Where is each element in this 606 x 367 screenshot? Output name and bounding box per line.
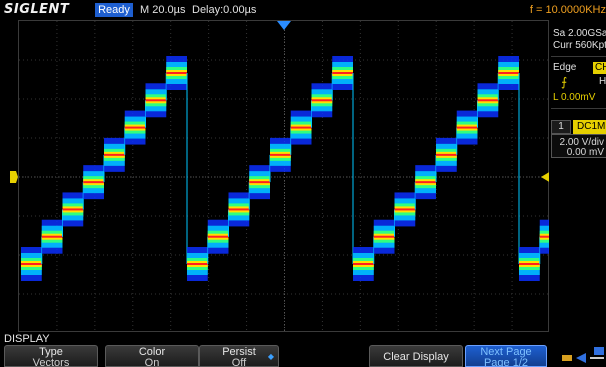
channel-scale: 2.00 V/div	[559, 137, 604, 148]
submenu-arrow-icon: ◆	[267, 352, 274, 361]
menu-title: DISPLAY	[4, 333, 50, 345]
waveform-display[interactable]	[18, 20, 550, 333]
frequency-counter: f = 10.0000KHz	[529, 4, 606, 16]
trace-step	[166, 72, 187, 74]
trace-step	[311, 99, 333, 102]
trace-step	[373, 235, 395, 238]
trace-step	[83, 181, 104, 184]
panel-divider	[551, 56, 606, 57]
sample-rate: Sa 2.00GSa/s	[553, 28, 606, 39]
acquisition-status: Ready	[95, 3, 133, 17]
channel-1-settings[interactable]: 2.00 V/div 0.00 mV	[551, 134, 606, 158]
trigger-level-marker[interactable]	[541, 170, 551, 183]
color-value: On	[144, 357, 160, 367]
usb-icon	[562, 355, 572, 361]
trace-step	[41, 235, 63, 238]
trace-step	[498, 72, 519, 74]
channel-coupling: DC1M	[573, 120, 606, 134]
trigger-level[interactable]: L 0.00mV	[553, 92, 596, 103]
trace-step	[270, 153, 291, 156]
trace-step	[456, 126, 478, 129]
trace-step	[249, 181, 270, 184]
trace-step	[290, 126, 312, 129]
trigger-source[interactable]: CH1	[593, 62, 606, 74]
trace-step	[332, 72, 353, 74]
color-label: Color	[138, 346, 166, 358]
clear-display-button[interactable]: Clear Display	[369, 345, 463, 367]
trace-step	[415, 181, 436, 184]
trace-step	[228, 208, 250, 211]
brand-logo: SIGLENT	[4, 2, 70, 17]
trace-step	[539, 235, 550, 238]
delay-readout[interactable]: Delay:0.00µs	[192, 4, 257, 16]
trigger-position-marker	[277, 21, 291, 30]
memory-depth: Curr 560Kpts	[553, 40, 606, 51]
type-button[interactable]: Type Vectors	[4, 345, 98, 367]
trigger-mode[interactable]: H	[599, 76, 606, 87]
trigger-level-icon	[541, 171, 551, 183]
trace-step	[104, 153, 125, 156]
panel-divider	[551, 108, 606, 109]
ground-marker-icon	[10, 171, 18, 183]
rising-edge-icon: ⨍	[561, 75, 568, 89]
next-page-button[interactable]: Next Page Page 1/2	[465, 345, 547, 367]
trace-step	[394, 208, 416, 211]
trace-step	[187, 263, 208, 265]
trace-step	[519, 263, 540, 265]
right-info-panel: Sa 2.00GSa/s Curr 560Kpts Edge CH1 ⨍ H L…	[549, 20, 606, 332]
trace-step	[145, 99, 167, 102]
trace-step	[353, 263, 374, 265]
channel-number: 1	[551, 120, 571, 134]
color-button[interactable]: Color On	[105, 345, 199, 367]
type-label: Type	[39, 346, 63, 358]
trace-step	[477, 99, 499, 102]
trace-step	[21, 263, 42, 265]
persist-value: Off	[231, 357, 247, 367]
clear-display-label: Clear Display	[383, 351, 449, 363]
timebase-readout[interactable]: M 20.0µs	[140, 4, 186, 16]
waveform-canvas	[19, 21, 550, 333]
persist-button[interactable]: Persist Off ◆	[199, 345, 279, 367]
trace-step	[207, 235, 229, 238]
channel-1-tag[interactable]: 1 DC1M	[551, 120, 606, 134]
trace-step	[436, 153, 457, 156]
top-status-bar: SIGLENT Ready M 20.0µs Delay:0.00µs f = …	[0, 0, 606, 20]
persist-label: Persist	[222, 346, 256, 358]
status-icons	[556, 345, 606, 367]
usb-network-icons	[562, 347, 604, 363]
trigger-type[interactable]: Edge	[553, 62, 577, 73]
channel-1-trace	[21, 56, 550, 281]
network-icon	[594, 347, 604, 355]
channel-ground-marker[interactable]	[10, 170, 18, 183]
channel-offset: 0.00 mV	[566, 147, 604, 158]
trace-step	[124, 126, 146, 129]
trace-step	[62, 208, 84, 211]
page-indicator: Page 1/2	[483, 357, 529, 367]
speaker-icon	[576, 353, 586, 363]
type-value: Vectors	[32, 357, 70, 367]
next-page-label: Next Page	[480, 346, 532, 358]
